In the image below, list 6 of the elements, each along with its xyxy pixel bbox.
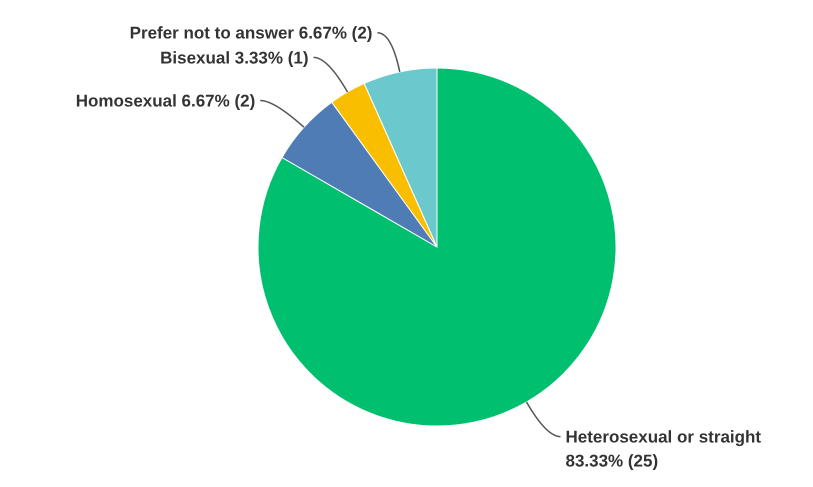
slice-label: Bisexual 3.33% (1) xyxy=(160,48,308,68)
slice-label: Heterosexual or straight xyxy=(566,428,762,447)
pie-slice xyxy=(258,68,616,426)
data-label: 83.33% (25) xyxy=(566,451,658,470)
slice-label: Prefer not to answer 6.67% (2) xyxy=(130,24,372,43)
slice-label: Homosexual 6.67% (2) xyxy=(76,91,256,110)
